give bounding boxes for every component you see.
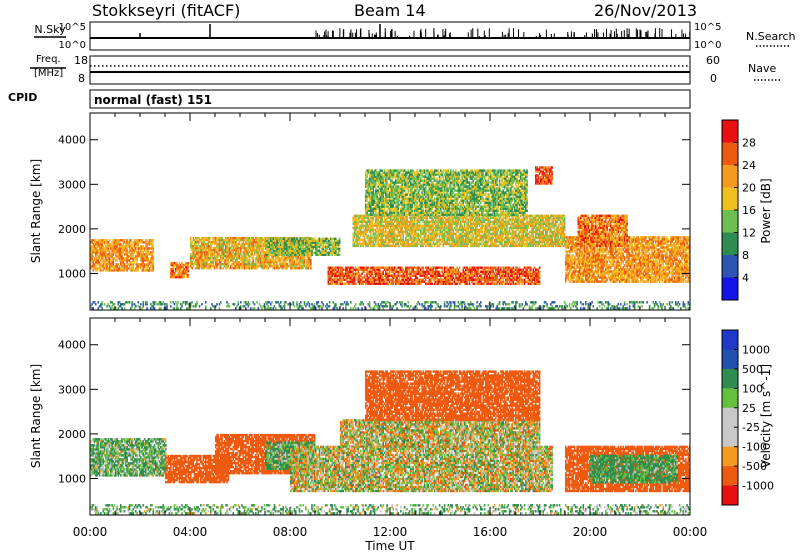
nave-tick-top: 60 xyxy=(706,54,720,67)
heatmap-cell xyxy=(364,275,366,277)
nsky-tick-top: 10^5 xyxy=(59,22,86,33)
heatmap-cell xyxy=(530,267,532,269)
heatmap-cell xyxy=(401,227,403,229)
heatmap-cell xyxy=(459,267,461,269)
heatmap-cell xyxy=(441,267,443,269)
heatmap-cell xyxy=(339,238,341,240)
heatmap-cell xyxy=(276,238,278,240)
nsearch-tick-top: 10^5 xyxy=(694,22,721,33)
freq-unit: [MHz] xyxy=(34,68,63,79)
figure-title: Stokkseyri (fitACF) xyxy=(92,1,240,20)
cpid-value: normal (fast) 151 xyxy=(94,93,212,107)
heatmap-cell xyxy=(305,254,307,256)
nsearch-tick-bottom: 10^0 xyxy=(694,40,721,51)
heatmap-cell xyxy=(431,283,433,285)
nave-tick-bottom: 0 xyxy=(710,72,717,85)
freq-tick-bottom: 8 xyxy=(78,72,85,85)
heatmap-cell xyxy=(539,267,541,269)
heatmap-cell xyxy=(423,267,425,269)
heatmap-cell xyxy=(371,271,373,273)
heatmap-cell xyxy=(254,253,256,255)
heatmap-cell xyxy=(339,254,341,256)
heatmap-cell xyxy=(355,283,357,285)
nsearch-label: N.Search xyxy=(746,30,796,43)
heatmap-cell xyxy=(273,238,275,240)
heatmap-cell xyxy=(439,271,441,273)
heatmap-cell xyxy=(190,237,192,239)
heatmap-cell xyxy=(339,248,341,250)
heatmap-cell xyxy=(539,271,541,273)
heatmap-cell xyxy=(109,239,111,241)
nsky-panel xyxy=(90,22,690,50)
nave-label: Nave xyxy=(748,62,776,75)
freq-label: Freq. xyxy=(36,54,61,65)
heatmap-cell xyxy=(153,245,155,247)
heatmap-cell xyxy=(289,238,291,240)
heatmap-cell xyxy=(210,237,212,239)
heatmap-cell xyxy=(310,259,312,261)
heatmap-cell xyxy=(500,267,502,269)
power-heatmap xyxy=(90,166,690,309)
nsky-tick-bottom: 10^0 xyxy=(59,40,86,51)
heatmap-cell xyxy=(403,269,405,271)
heatmap-cell xyxy=(364,271,366,273)
heatmap-cell xyxy=(188,274,190,276)
nsky-series xyxy=(140,24,690,38)
heatmap-cell xyxy=(131,245,133,247)
heatmap-cell xyxy=(153,239,155,241)
heatmap-cell xyxy=(188,262,190,264)
freq-panel xyxy=(90,56,690,84)
freq-tick-top: 18 xyxy=(74,54,88,67)
heatmap-cell xyxy=(383,271,385,273)
beam-label: Beam 14 xyxy=(354,1,426,20)
heatmap-cell xyxy=(208,253,210,255)
date-label: 26/Nov/2013 xyxy=(594,1,697,20)
heatmap-cell xyxy=(389,271,391,273)
heatmap-cell xyxy=(130,239,132,241)
heatmap-cell xyxy=(539,281,541,283)
cpid-label: CPID xyxy=(8,91,37,104)
radar-summary-figure: Stokkseyri (fitACF) Beam 14 26/Nov/2013 … xyxy=(0,0,800,554)
heatmap-cell xyxy=(153,255,155,257)
heatmap-cell xyxy=(465,271,467,273)
heatmap-cell xyxy=(120,243,122,245)
